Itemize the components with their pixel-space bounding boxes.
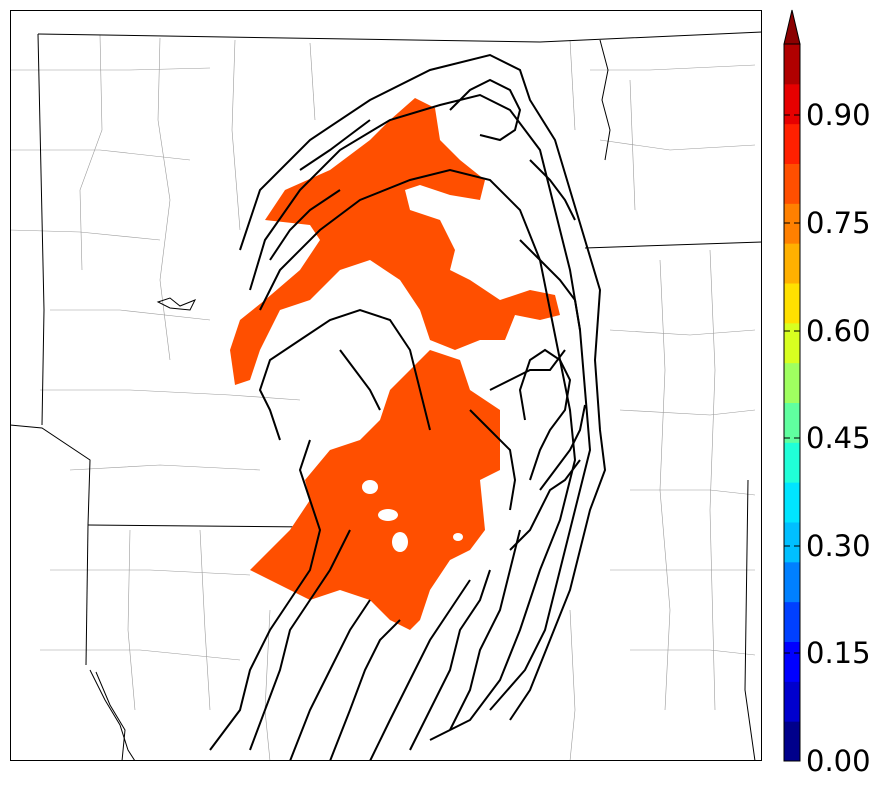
colorbar-segment <box>784 362 800 403</box>
colorbar-segment <box>784 402 800 443</box>
colorbar-segment <box>784 203 800 244</box>
rivers <box>89 39 611 761</box>
colorbar-tick-label: 0.15 <box>806 636 871 670</box>
colorbar-frame <box>783 43 801 762</box>
holes <box>362 480 463 552</box>
colorbar-segment <box>784 482 800 523</box>
colorbar-tick-label: 0.75 <box>806 206 871 240</box>
state-boundaries <box>10 31 762 761</box>
colorbar-segment <box>784 83 800 125</box>
colorbar-segment <box>784 283 800 324</box>
colorbar-segment <box>784 641 800 682</box>
colorbar-segment <box>784 322 800 364</box>
colorbar-segment <box>784 44 800 85</box>
colorbar-segment <box>784 163 800 204</box>
colorbar-tick-label: 0.45 <box>806 421 871 455</box>
colorbar-ticks <box>784 114 800 762</box>
county-lines <box>10 34 756 761</box>
colorbar-segment <box>784 522 800 563</box>
colorbar-tick-label: 0.60 <box>806 314 871 348</box>
contour-lines <box>209 53 607 761</box>
colorbar-segment <box>784 442 800 483</box>
colorbar-segment <box>784 243 800 284</box>
colorbar-segment <box>784 721 800 762</box>
colorbar-tick-label: 0.30 <box>806 529 871 563</box>
colorbar: 0.00 0.15 0.30 0.45 0.60 0.75 0.90 <box>783 9 871 778</box>
colorbar-segments <box>784 44 800 762</box>
colorbar-tick-label: 0.90 <box>806 98 871 132</box>
colorbar-tick-label: 0.00 <box>806 744 871 778</box>
colorbar-segment <box>784 561 800 603</box>
colorbar-segment <box>784 681 800 722</box>
colorbar-segment <box>784 601 800 642</box>
colorbar-extend-arrow <box>783 9 801 45</box>
colorbar-segment <box>784 123 800 164</box>
map-panel <box>10 10 762 761</box>
